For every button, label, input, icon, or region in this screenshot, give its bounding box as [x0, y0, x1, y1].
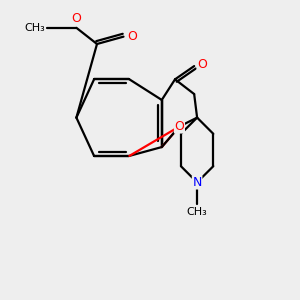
Text: CH₃: CH₃ — [25, 23, 46, 33]
Text: O: O — [127, 30, 137, 43]
Text: O: O — [197, 58, 207, 71]
Text: N: N — [192, 176, 202, 189]
Text: O: O — [71, 12, 81, 25]
Text: CH₃: CH₃ — [187, 207, 208, 218]
Text: O: O — [175, 120, 184, 133]
